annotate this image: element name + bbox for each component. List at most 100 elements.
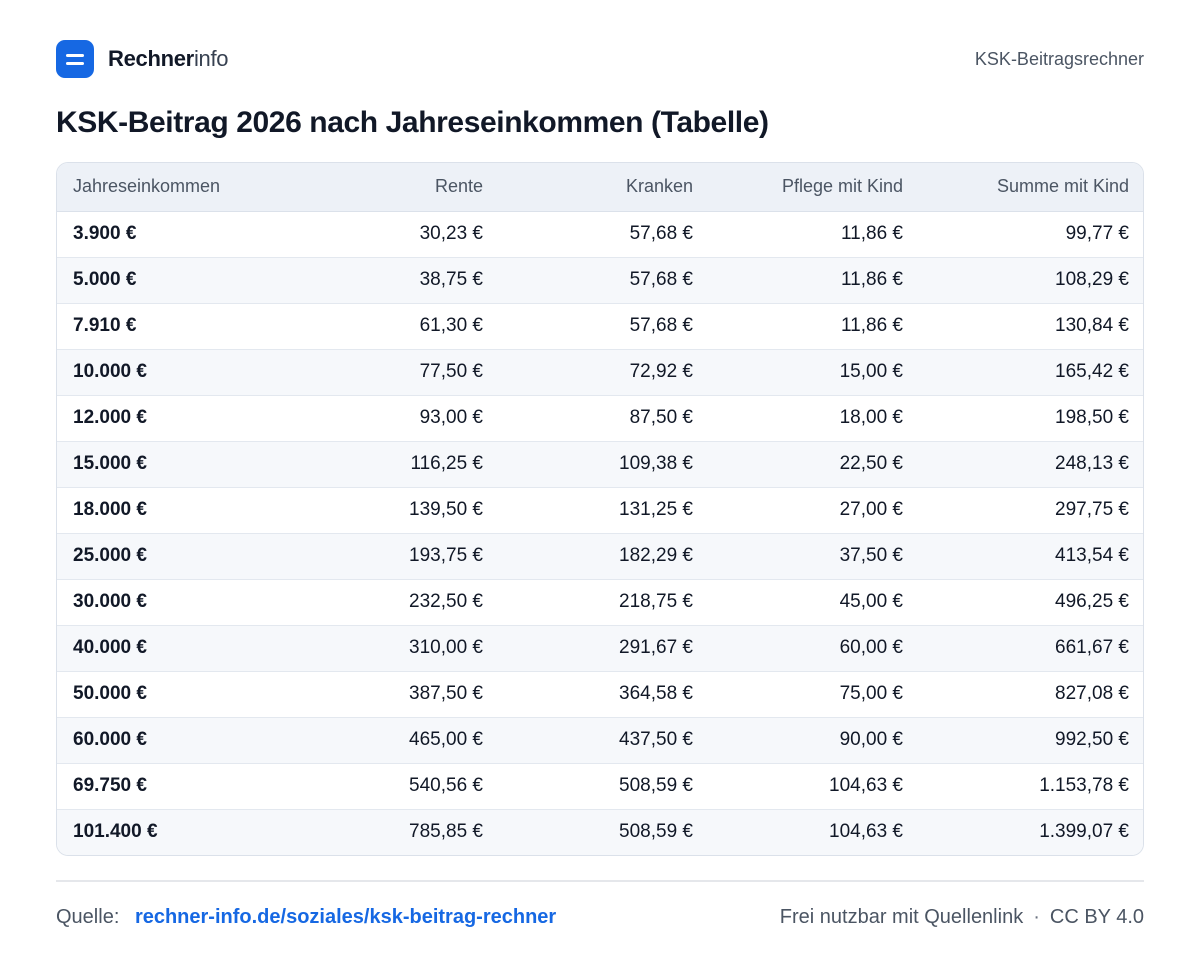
table-row: 3.900 €30,23 €57,68 €11,86 €99,77 € [57,211,1143,258]
care-cell: 75,00 € [709,671,919,718]
table-row: 10.000 €77,50 €72,92 €15,00 €165,42 € [57,349,1143,396]
care-cell: 27,00 € [709,487,919,534]
header-care: Pflege mit Kind [709,163,919,212]
income-cell: 25.000 € [57,533,287,580]
calculator-tag: KSK-Beitragsrechner [974,48,1144,69]
table-row: 5.000 €38,75 €57,68 €11,86 €108,29 € [57,257,1143,304]
license-block: Frei nutzbar mit Quellenlink · CC BY 4.0 [780,906,1144,929]
care-cell: 90,00 € [709,717,919,764]
logo-icon [56,40,94,78]
license-label: CC BY 4.0 [1049,906,1144,928]
footer-divider [56,880,1144,882]
total-cell: 827,08 € [919,671,1143,718]
contribution-table: Jahreseinkommen Rente Kranken Pflege mit… [56,162,1144,856]
total-cell: 108,29 € [919,257,1143,304]
health-cell: 508,59 € [619,821,693,843]
table-row: 25.000 €193,75 €182,29 €37,50 €413,54 € [57,533,1143,580]
income-cell: 30.000 € [57,579,287,626]
income-cell: 50.000 € [57,671,287,718]
table-row: 18.000 €139,50 €131,25 €27,00 €297,75 € [57,487,1143,534]
income-cell: 60.000 € [57,717,287,764]
total-cell: 297,75 € [919,487,1143,534]
total-cell: 496,25 € [919,579,1143,626]
health-cell: 131,25 € [499,487,709,534]
pension-cell: 387,50 € [287,671,499,718]
brand-name: Rechnerinfo [108,46,229,72]
table-row: 7.910 €61,30 €57,68 €11,86 €130,84 € [57,303,1143,350]
total-cell: 661,67 € [919,625,1143,672]
health-cell: 87,50 € [499,395,709,442]
header-income: Jahreseinkommen [57,163,287,212]
health-cell: 218,75 € [499,579,709,626]
pension-cell: 61,30 € [287,303,499,350]
source-block: Quelle: rechner-info.de/soziales/ksk-bei… [56,906,556,929]
table-row: 69.750 €540,56 €508,59 €104,63 €1.153,78… [57,763,1143,810]
income-cell: 69.750 € [57,763,287,810]
care-cell: 15,00 € [709,349,919,396]
header-pension: Rente [287,163,499,212]
pension-cell: 465,00 € [287,717,499,764]
brand-name-light: info [193,46,229,71]
income-cell: 40.000 € [57,625,287,672]
pension-cell: 310,00 € [287,625,499,672]
total-cell: 992,50 € [919,717,1143,764]
table-row: 40.000 €310,00 €291,67 €60,00 €661,67 € [57,625,1143,672]
care-cell: 104,63 € [829,821,903,843]
income-cell: 7.910 € [57,303,287,350]
care-cell: 60,00 € [709,625,919,672]
pension-cell: 77,50 € [287,349,499,396]
health-cell: 182,29 € [499,533,709,580]
total-cell: 1.399,07 € [1039,821,1129,843]
total-cell: 413,54 € [919,533,1143,580]
care-cell: 45,00 € [709,579,919,626]
health-cell: 508,59 € [499,763,709,810]
pension-cell: 540,56 € [287,763,499,810]
source-link[interactable]: rechner-info.de/soziales/ksk-beitrag-rec… [134,906,557,928]
health-cell: 57,68 € [499,257,709,304]
table-row: 12.000 €93,00 €87,50 €18,00 €198,50 € [57,395,1143,442]
brand[interactable]: Rechnerinfo [56,40,229,78]
page-title: KSK-Beitrag 2026 nach Jahreseinkommen (T… [56,106,769,139]
footer-separator: · [1033,906,1040,928]
health-cell: 291,67 € [499,625,709,672]
table-row: 60.000 €465,00 €437,50 €90,00 €992,50 € [57,717,1143,764]
care-cell: 11,86 € [709,211,919,258]
table-header-row: Jahreseinkommen Rente Kranken Pflege mit… [57,163,1143,212]
care-cell: 18,00 € [709,395,919,442]
health-cell: 57,68 € [499,303,709,350]
health-cell: 109,38 € [499,441,709,488]
pension-cell: 193,75 € [287,533,499,580]
pension-cell: 232,50 € [287,579,499,626]
source-label: Quelle: [56,906,120,928]
total-cell: 198,50 € [919,395,1143,442]
pension-cell: 30,23 € [287,211,499,258]
care-cell: 11,86 € [709,303,919,350]
health-cell: 72,92 € [499,349,709,396]
pension-cell: 38,75 € [287,257,499,304]
income-cell: 18.000 € [57,487,287,534]
total-cell: 248,13 € [919,441,1143,488]
care-cell: 104,63 € [709,763,919,810]
total-cell: 165,42 € [919,349,1143,396]
page-header: Rechnerinfo KSK-Beitragsrechner [56,40,1144,78]
brand-name-bold: Rechner [108,46,194,71]
care-cell: 37,50 € [709,533,919,580]
page-footer: Quelle: rechner-info.de/soziales/ksk-bei… [56,906,1144,929]
health-cell: 364,58 € [499,671,709,718]
table-row: 30.000 €232,50 €218,75 €45,00 €496,25 € [57,579,1143,626]
care-cell: 11,86 € [709,257,919,304]
health-cell: 57,68 € [499,211,709,258]
header-total: Summe mit Kind [919,163,1143,212]
table-row: 50.000 €387,50 €364,58 €75,00 €827,08 € [57,671,1143,718]
usage-note: Frei nutzbar mit Quellenlink [779,906,1024,928]
care-cell: 22,50 € [709,441,919,488]
pension-cell: 785,85 € [409,821,483,843]
table-row: 101.400 € 785,85 € 508,59 € 104,63 € 1.399,0… [57,809,1143,855]
total-cell: 99,77 € [919,211,1143,258]
table-row: 15.000 €116,25 €109,38 €22,50 €248,13 € [57,441,1143,488]
pension-cell: 139,50 € [287,487,499,534]
income-cell: 12.000 € [57,395,287,442]
income-cell: 3.900 € [57,211,287,258]
income-cell: 101.400 € [73,821,158,843]
income-cell: 10.000 € [57,349,287,396]
